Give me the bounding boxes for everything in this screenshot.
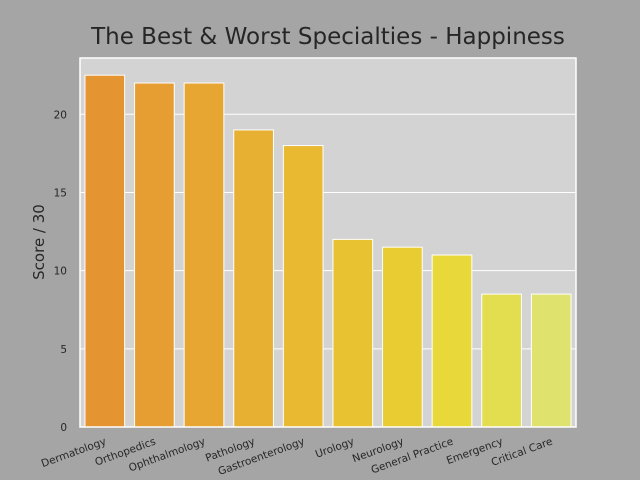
y-tick-label: 10	[54, 266, 67, 278]
x-tick-label: Gastroenterology	[217, 436, 307, 478]
x-tick-label: Urology	[314, 436, 356, 461]
y-tick-label: 20	[54, 109, 67, 121]
bar	[183, 82, 225, 428]
chart-title: The Best & Worst Specialties - Happiness	[90, 24, 565, 50]
bar	[282, 145, 324, 428]
bar	[382, 246, 423, 428]
bar	[233, 129, 274, 428]
bar	[431, 254, 473, 428]
bar	[134, 82, 175, 428]
x-axis-ticks: DermatologyOrthopedicsOphthalmologyPatho…	[40, 436, 555, 478]
y-tick-label: 15	[54, 187, 67, 199]
y-tick-label: 0	[60, 422, 67, 434]
y-axis-label: Score / 30	[30, 204, 48, 280]
bar	[530, 293, 572, 428]
plot-frame	[79, 57, 577, 428]
y-tick-label: 5	[60, 344, 67, 356]
bar	[481, 293, 522, 428]
bar	[84, 74, 126, 428]
bars	[84, 74, 572, 428]
bar	[332, 238, 374, 428]
y-axis-ticks: 0 5 10 15 20	[54, 109, 67, 434]
